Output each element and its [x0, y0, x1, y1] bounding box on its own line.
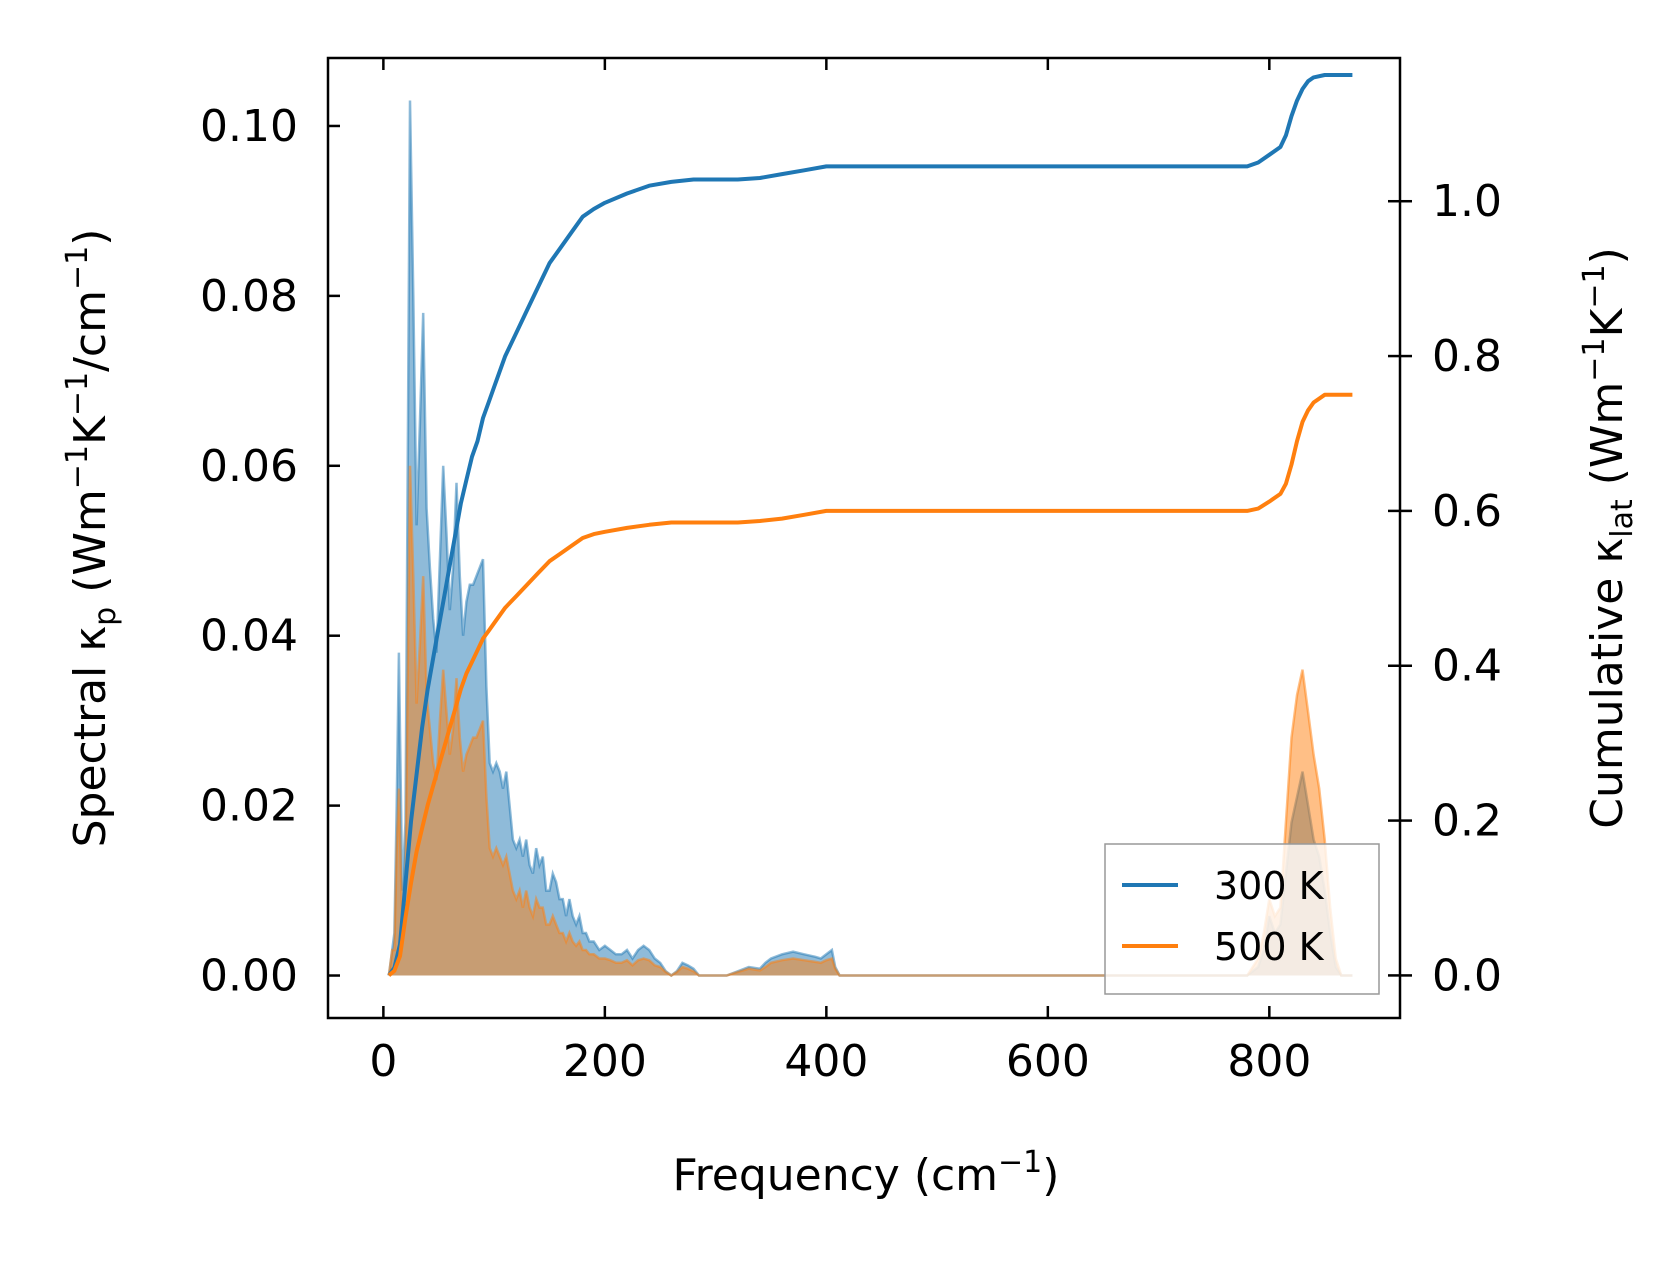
y-left-axis-label: Spectral κp (Wm−1K−1/cm−1) [60, 229, 123, 848]
y-left-tick-label: 0.04 [200, 611, 298, 662]
y-right-axis-label: Cumulative κlat (Wm−1K−1) [1577, 247, 1640, 829]
x-tick-label: 600 [1006, 1036, 1090, 1087]
y-right-tick-label: 0.0 [1432, 950, 1502, 1001]
legend-label-300k: 300 K [1214, 864, 1325, 908]
cumulative-line-300k [387, 73, 1353, 977]
y-left-tick-label: 0.02 [200, 781, 298, 832]
legend-label-500k: 500 K [1214, 925, 1325, 969]
y-right-tick-label: 1.0 [1432, 176, 1502, 227]
y-left-tick-label: 0.00 [200, 951, 298, 1002]
plot-frame [326, 56, 1402, 1020]
x-tick-label: 0 [369, 1036, 397, 1087]
y-left-tick-label: 0.10 [200, 101, 298, 152]
y-right-tick-label: 0.4 [1432, 641, 1502, 692]
x-tick-label: 800 [1227, 1036, 1311, 1087]
spectral-area-500k [388, 465, 1353, 976]
legend-box [1104, 843, 1380, 995]
y-right-tick-label: 0.2 [1432, 796, 1502, 847]
y-right-tick-label: 0.8 [1432, 331, 1502, 382]
spectral-area-layer [387, 100, 1353, 978]
cumulative-line-layer [387, 73, 1353, 977]
legend: 300 K 500 K [1104, 843, 1380, 995]
y-left-tick-label: 0.08 [200, 271, 298, 322]
spectral-outline-500k [387, 465, 1353, 977]
tick-label-layer: 0 200 400 600 800 0.00 0.02 0.04 0.06 0.08 0.10 0.0… [200, 101, 1502, 1087]
x-tick-label: 200 [563, 1036, 647, 1087]
tick-layer [328, 58, 1412, 1018]
y-left-tick-label: 0.06 [200, 441, 298, 492]
x-tick-label: 400 [784, 1036, 868, 1087]
x-axis-label: Frequency (cm−1) [673, 1145, 1060, 1201]
cumulative-line-500k [387, 392, 1353, 977]
y-right-tick-label: 0.6 [1432, 486, 1502, 537]
